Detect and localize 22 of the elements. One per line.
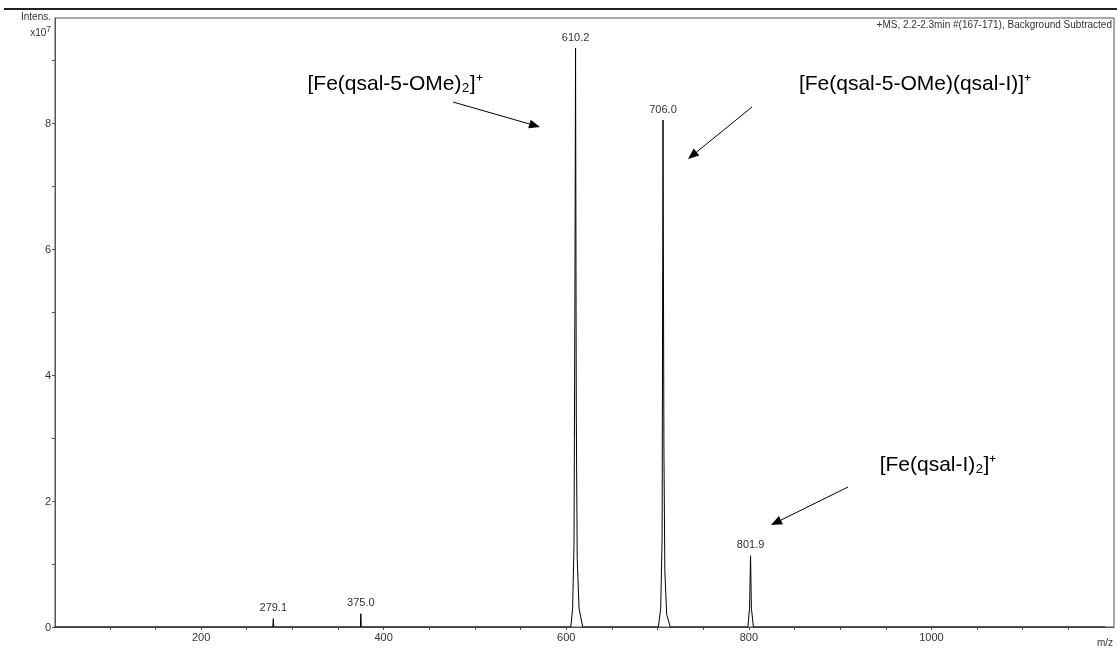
y-tick-label: 2 (44, 495, 51, 508)
annotation: 801.9 (736, 538, 765, 551)
y-axis-title: Intens. x10$^{7}$ (19, 11, 51, 40)
x-tick-label: 400 (374, 630, 393, 643)
annotation: [Fe(qsal-I)₂]⁺ (879, 451, 997, 475)
x-tick-label: 1000 (919, 630, 944, 643)
annotation: [Fe(qsal-5-OMe)₂]⁺ (307, 70, 483, 94)
x-axis-title: m/z (1096, 636, 1113, 648)
annotation: 279.1 (259, 601, 288, 614)
annotation: 610.2 (561, 30, 590, 43)
annotation: [Fe(qsal-5-OMe)(qsal-I)]⁺ (798, 70, 1032, 94)
y-tick-label: 6 (44, 243, 51, 256)
annotation: 375.0 (347, 596, 375, 609)
x-tick-label: 600 (557, 630, 576, 643)
chart-subtitle: +MS, 2.2-2.3min #(167-171), Background Subtracted (876, 18, 1112, 30)
y-tick-label: 4 (44, 369, 51, 382)
y-tick-label: 8 (44, 117, 51, 130)
x-tick-label: 800 (739, 630, 759, 643)
y-tick-label: 0 (44, 621, 51, 633)
x-tick-label: 200 (191, 630, 211, 643)
annotation: 706.0 (649, 102, 677, 115)
line-series (54, 47, 1106, 628)
